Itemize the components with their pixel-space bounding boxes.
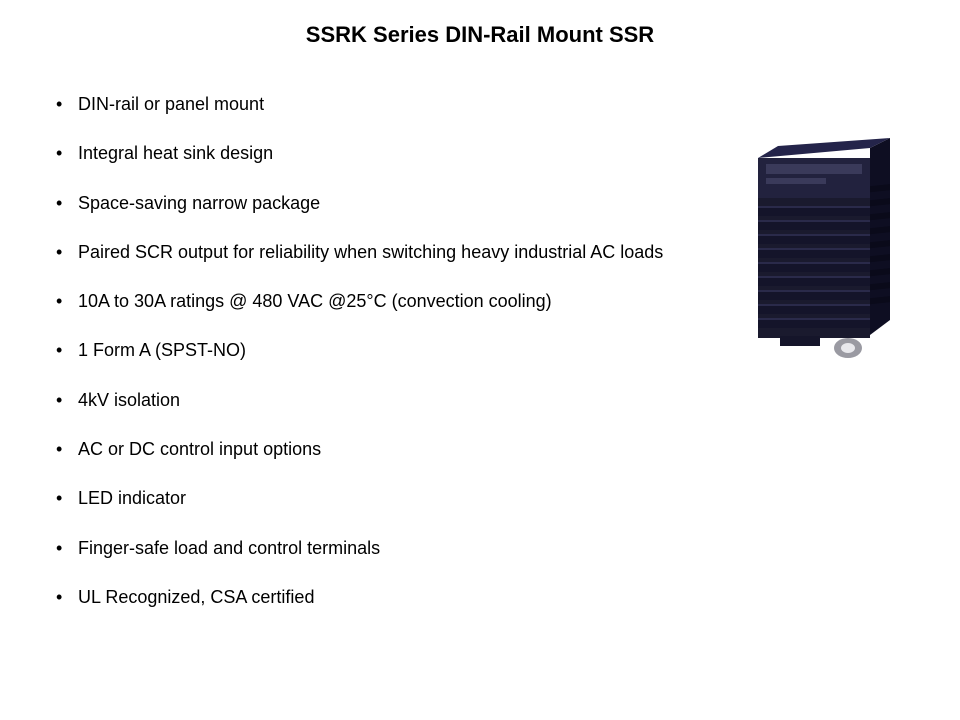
bullet-list: DIN-rail or panel mount Integral heat si… xyxy=(50,92,690,634)
list-item: Paired SCR output for reliability when s… xyxy=(50,240,690,264)
list-item: LED indicator xyxy=(50,486,690,510)
slide-title: SSRK Series DIN-Rail Mount SSR xyxy=(0,22,960,48)
list-item: Integral heat sink design xyxy=(50,141,690,165)
bullet-text: Finger-safe load and control terminals xyxy=(78,538,380,558)
bullet-text: Paired SCR output for reliability when s… xyxy=(78,242,663,262)
list-item: 10A to 30A ratings @ 480 VAC @25°C (conv… xyxy=(50,289,690,313)
list-item: DIN-rail or panel mount xyxy=(50,92,690,116)
bullet-text: Integral heat sink design xyxy=(78,143,273,163)
list-item: AC or DC control input options xyxy=(50,437,690,461)
bullet-text: Space-saving narrow package xyxy=(78,193,320,213)
bullet-text: DIN-rail or panel mount xyxy=(78,94,264,114)
bullet-text: 4kV isolation xyxy=(78,390,180,410)
bullet-text: 1 Form A (SPST-NO) xyxy=(78,340,246,360)
ssr-device-icon xyxy=(720,130,920,370)
list-item: UL Recognized, CSA certified xyxy=(50,585,690,609)
bullet-text: AC or DC control input options xyxy=(78,439,321,459)
product-image xyxy=(720,130,920,370)
bullet-text: LED indicator xyxy=(78,488,186,508)
list-item: Finger-safe load and control terminals xyxy=(50,536,690,560)
bullet-text: 10A to 30A ratings @ 480 VAC @25°C (conv… xyxy=(78,291,552,311)
bullet-text: UL Recognized, CSA certified xyxy=(78,587,314,607)
list-item: 1 Form A (SPST-NO) xyxy=(50,338,690,362)
slide: SSRK Series DIN-Rail Mount SSR DIN-rail … xyxy=(0,0,960,720)
list-item: Space-saving narrow package xyxy=(50,191,690,215)
list-item: 4kV isolation xyxy=(50,388,690,412)
